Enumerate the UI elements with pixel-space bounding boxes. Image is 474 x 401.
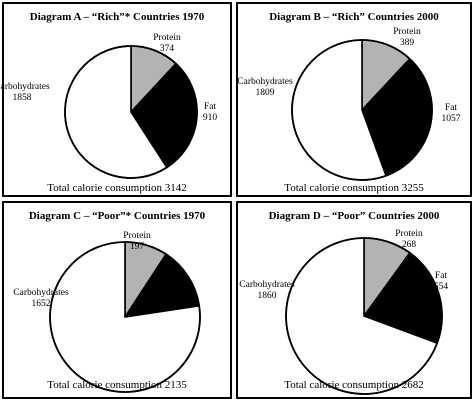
slice-label-carbohydrates: Carbohydrates 1809: [237, 77, 293, 98]
chart-title: Diagram B – “Rich” Countries 2000: [269, 11, 439, 23]
slice-label-carbohydrates: Carbohydrates 1860: [239, 280, 295, 301]
slice-label-protein: Protein 268: [395, 229, 423, 250]
slice-label-carbohydrates: Carbohydrates1858: [0, 82, 50, 103]
pie-outline: [64, 45, 198, 179]
panel-diagram-d: Diagram D – “Poor” Countries 2000 Protei…: [236, 201, 472, 399]
panel-diagram-a: Diagram A – “Rich”* Countries 1970 Prote…: [0, 2, 232, 197]
slice-label-protein: Protein 374: [153, 33, 181, 54]
panel-diagram-c: Diagram C – “Poor”* Countries 1970 Prote…: [2, 201, 232, 399]
slice-label-fat: Fat 286: [171, 271, 186, 292]
pie-chart-c: Protein 197 Fat 286 Carbohydrates 1652: [13, 231, 201, 393]
slice-label-fat: Fat 910: [203, 102, 218, 123]
slice-label-protein: Protein 197: [123, 231, 151, 252]
slice-label-carbohydrates: Carbohydrates 1652: [13, 288, 69, 309]
total-calorie-label: Total calorie consumption 2682: [284, 379, 424, 391]
pie-outline: [49, 241, 201, 393]
pie-outline: [285, 237, 443, 395]
panel-diagram-b: Diagram B – “Rich” Countries 2000 Protei…: [236, 2, 472, 197]
pie-chart-d: Protein 268 Fat 554 Carbohydrates 1860: [239, 229, 449, 395]
pie-outline: [291, 39, 433, 181]
chart-title: Diagram A – “Rich”* Countries 1970: [29, 11, 205, 23]
total-calorie-label: Total calorie consumption 2135: [47, 379, 187, 391]
total-calorie-label: Total calorie consumption 3255: [284, 182, 424, 194]
chart-title: Diagram D – “Poor” Countries 2000: [268, 210, 440, 222]
slice-label-fat: Fat 1057: [442, 103, 461, 124]
slice-label-fat: Fat 554: [434, 271, 449, 292]
pie-chart-b: Protein 389 Fat 1057 Carbohydrates 1809: [237, 27, 461, 181]
chart-title: Diagram C – “Poor”* Countries 1970: [28, 210, 206, 222]
total-calorie-label: Total calorie consumption 3142: [47, 182, 187, 194]
slice-label-protein: Protein 389: [393, 27, 421, 48]
